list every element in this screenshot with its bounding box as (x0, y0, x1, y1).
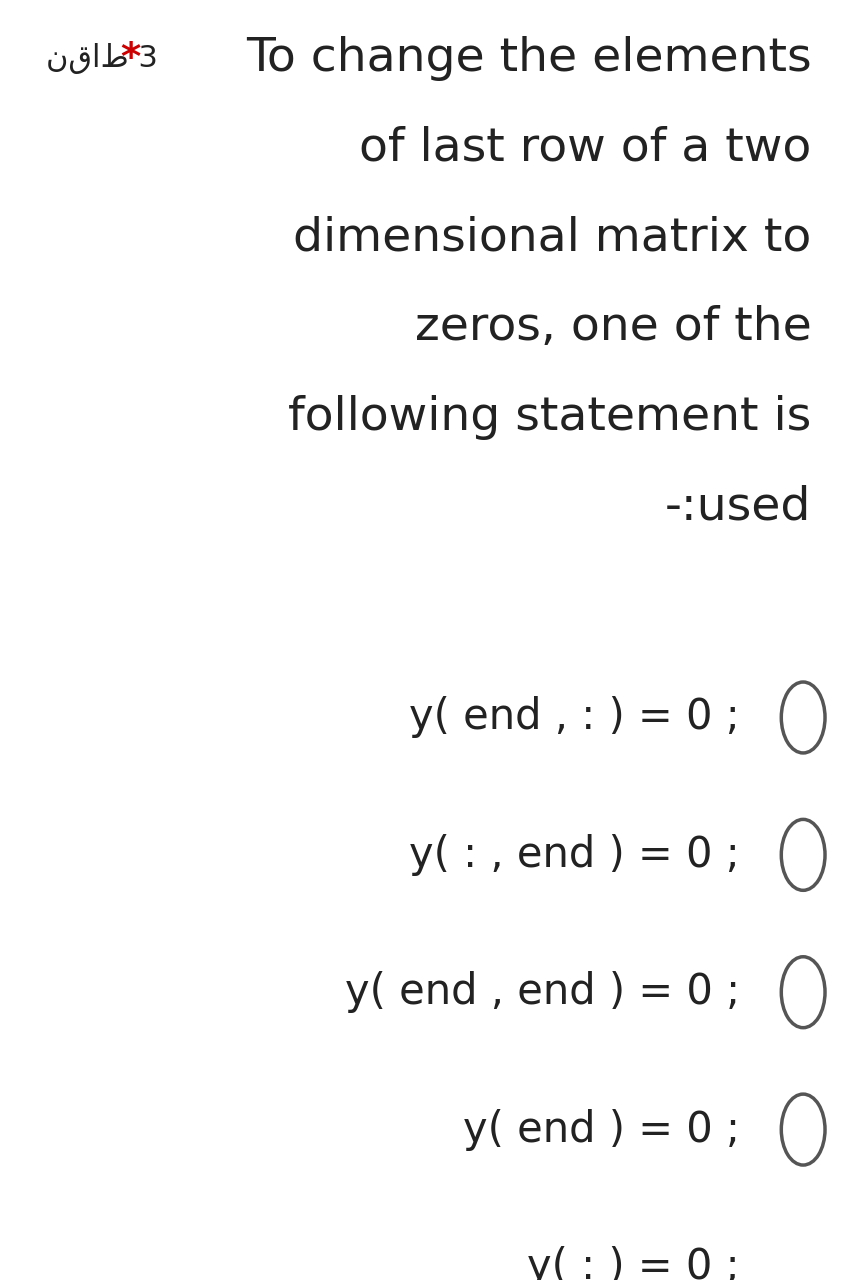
Text: following statement is: following statement is (288, 394, 812, 439)
Text: نقاط 3: نقاط 3 (46, 44, 158, 74)
Text: y( end , end ) = 0 ;: y( end , end ) = 0 ; (345, 972, 740, 1014)
Text: *: * (120, 40, 140, 78)
Text: of last row of a two: of last row of a two (359, 125, 812, 172)
Text: To change the elements: To change the elements (246, 36, 812, 82)
Text: y( end ) = 0 ;: y( end ) = 0 ; (463, 1108, 740, 1151)
Text: y( : , end ) = 0 ;: y( : , end ) = 0 ; (410, 833, 740, 876)
Text: -:used: -:used (665, 484, 812, 529)
Text: dimensional matrix to: dimensional matrix to (294, 215, 812, 260)
Text: y( end , : ) = 0 ;: y( end , : ) = 0 ; (410, 696, 740, 739)
Text: y( : ) = 0 ;: y( : ) = 0 ; (527, 1245, 740, 1280)
Text: zeros, one of the: zeros, one of the (415, 305, 812, 349)
